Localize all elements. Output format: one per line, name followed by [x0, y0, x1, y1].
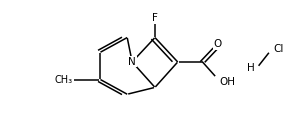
Text: OH: OH	[219, 76, 235, 86]
Text: F: F	[152, 13, 158, 23]
Text: Cl: Cl	[274, 44, 284, 54]
Text: N: N	[128, 57, 136, 67]
Text: H: H	[247, 63, 255, 73]
Text: O: O	[213, 39, 222, 49]
Text: CH₃: CH₃	[54, 75, 72, 85]
